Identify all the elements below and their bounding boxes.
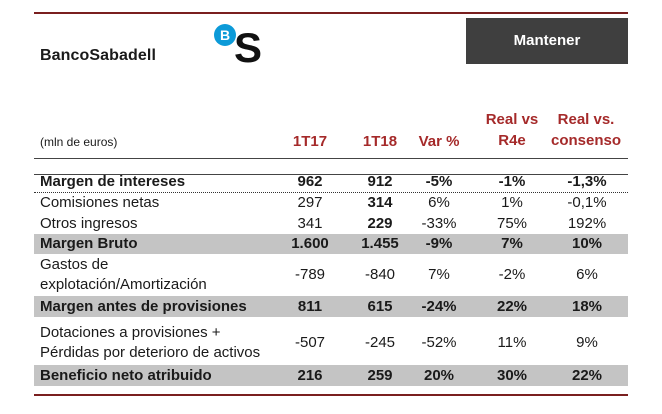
cell-real-vs-consenso: 192% (567, 215, 607, 232)
cell-real-vs-r4e: 11% (497, 334, 527, 351)
col-header-1t17: 1T17 (292, 133, 328, 150)
cell-var: -33% (421, 215, 457, 232)
row-label: Margen antes de provisiones (40, 298, 247, 315)
row-label-line1: Gastos de (40, 256, 109, 273)
row-label-line2: Pérdidas por deterioro de activos (40, 344, 261, 361)
cell-real-vs-r4e: 7% (501, 235, 523, 252)
col-header-real-vs-r4e: Real vs R4e (476, 109, 548, 151)
cell-real-vs-r4e: 1% (501, 194, 523, 211)
row-label: Otros ingresos (40, 215, 138, 232)
logo-b: B (214, 24, 236, 46)
cell-1t18: -245 (364, 334, 396, 351)
row-label: Gastos de explotación/Amortización (40, 255, 207, 295)
table-row-highlight: Margen antes de provisiones 811 615 -24%… (34, 296, 628, 317)
cell-1t17: -789 (294, 266, 326, 283)
cell-1t17: 811 (297, 298, 323, 315)
cell-var: -24% (421, 298, 457, 315)
results-panel: BancoSabadell B S Mantener 1T17 1T18 Var… (34, 12, 628, 396)
cell-real-vs-consenso: -1,3% (567, 173, 607, 190)
brand-name: BancoSabadell (40, 47, 157, 64)
bottom-rule (34, 394, 628, 396)
units-label: (mln de euros) (40, 135, 118, 149)
row-label: Margen de intereses (40, 173, 186, 190)
cell-var: -9% (425, 235, 453, 252)
row-label: Margen Bruto (40, 235, 138, 252)
col-header-real-vs-r4e-line1: Real vs (485, 111, 539, 128)
cell-real-vs-consenso: 10% (571, 235, 603, 252)
col-header-real-vs-r4e-line2: R4e (498, 132, 526, 149)
cell-real-vs-consenso: 22% (571, 367, 603, 384)
table-row: Otros ingresos 341 229 -33% 75% 192% (34, 213, 628, 234)
cell-real-vs-r4e: -1% (498, 173, 526, 190)
cell-1t17: 297 (297, 194, 323, 211)
row-label-line1: Dotaciones a provisiones + (40, 324, 221, 341)
row-label: Dotaciones a provisiones + Pérdidas por … (40, 323, 260, 363)
cell-real-vs-consenso: 6% (576, 266, 598, 283)
table-row: Gastos de explotación/Amortización -789 … (34, 255, 628, 295)
cell-1t17: 962 (297, 173, 323, 190)
rating-badge: Mantener (466, 18, 628, 64)
top-rule (34, 12, 628, 14)
cell-1t18: 912 (367, 173, 393, 190)
cell-var: 7% (428, 266, 450, 283)
cell-var: -52% (421, 334, 457, 351)
cell-real-vs-consenso: 9% (576, 334, 598, 351)
row-separator (34, 192, 628, 193)
col-header-real-vs-consenso-line1: Real vs. (557, 111, 615, 128)
cell-1t18: 229 (367, 215, 393, 232)
table-row-highlight: Margen Bruto 1.600 1.455 -9% 7% 10% (34, 234, 628, 254)
col-header-real-vs-consenso: Real vs. consenso (544, 109, 628, 151)
col-header-var: Var % (418, 133, 460, 150)
col-header-1t18: 1T18 (362, 133, 398, 150)
cell-1t18: 615 (367, 298, 393, 315)
cell-real-vs-consenso: -0,1% (567, 194, 607, 211)
cell-var: 6% (428, 194, 450, 211)
row-label-line2: explotación/Amortización (40, 276, 207, 293)
cell-real-vs-r4e: 75% (496, 215, 528, 232)
table-row: Comisiones netas 297 314 6% 1% -0,1% (34, 192, 628, 213)
logo-s: S (234, 24, 263, 71)
cell-real-vs-r4e: -2% (498, 266, 526, 283)
header-rule (34, 158, 628, 159)
cell-real-vs-r4e: 22% (496, 298, 528, 315)
col-header-real-vs-consenso-line2: consenso (550, 132, 622, 149)
cell-real-vs-consenso: 18% (571, 298, 603, 315)
cell-var: 20% (423, 367, 455, 384)
cell-1t18: 1.455 (361, 235, 399, 252)
cell-1t17: 341 (297, 215, 323, 232)
table-row-highlight: Beneficio neto atribuido 216 259 20% 30%… (34, 365, 628, 386)
cell-1t17: -507 (294, 334, 326, 351)
row-label: Comisiones netas (40, 194, 160, 211)
cell-1t17: 1.600 (291, 235, 329, 252)
table-row: Margen de intereses 962 912 -5% -1% -1,3… (34, 172, 628, 192)
body-rule (34, 174, 628, 175)
cell-real-vs-r4e: 30% (496, 367, 528, 384)
cell-1t18: 259 (367, 367, 393, 384)
cell-1t18: 314 (367, 194, 393, 211)
row-label: Beneficio neto atribuido (40, 367, 212, 384)
cell-1t17: 216 (297, 367, 323, 384)
cell-var: -5% (425, 173, 453, 190)
sabadell-logo-icon: B S (214, 24, 264, 70)
table-row: Dotaciones a provisiones + Pérdidas por … (34, 322, 628, 364)
cell-1t18: -840 (364, 266, 396, 283)
